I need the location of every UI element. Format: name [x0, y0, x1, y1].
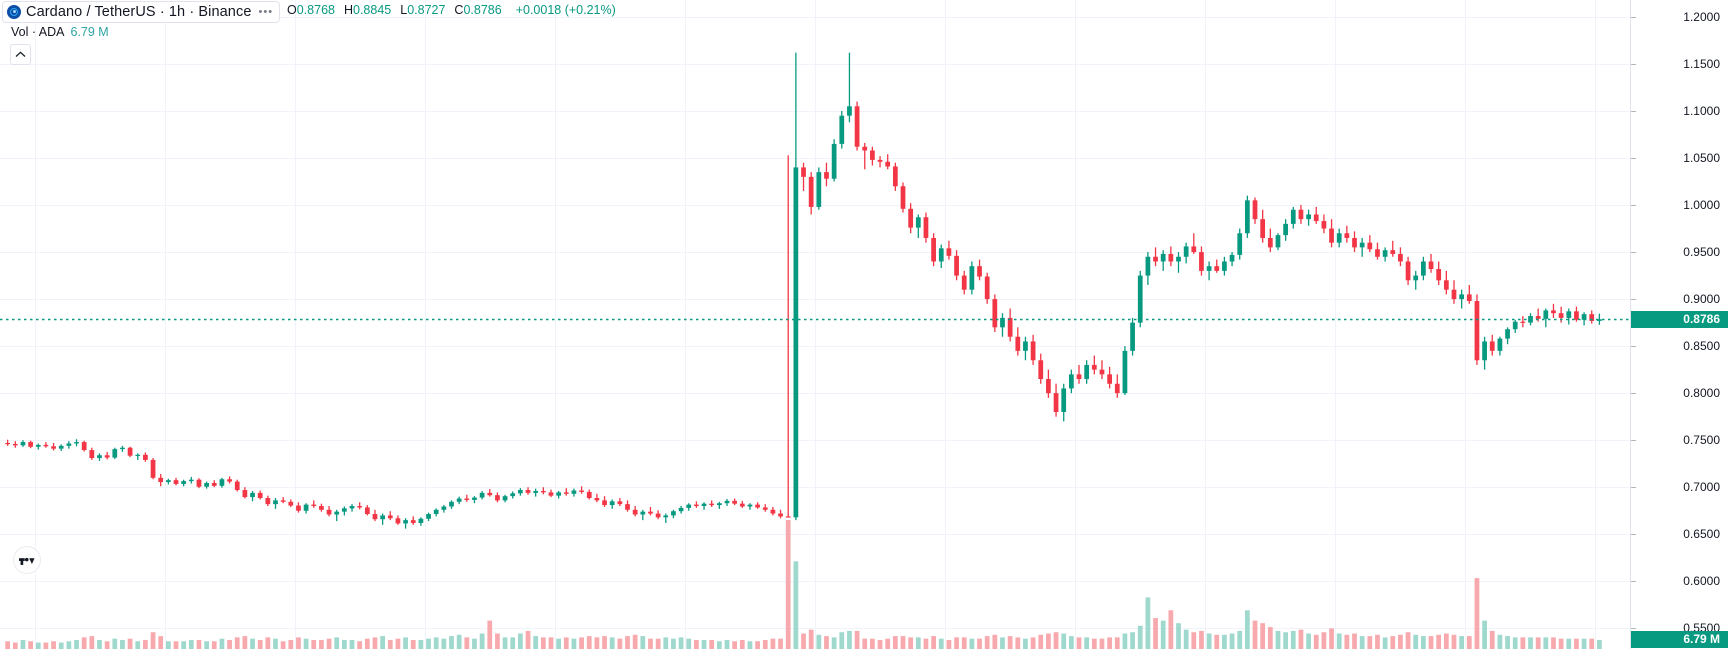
price-tick: 0.7500 [1631, 432, 1728, 448]
collapse-pane-button[interactable] [10, 44, 31, 65]
price-tick: 1.0500 [1631, 150, 1728, 166]
price-tick-label: 0.6500 [1683, 527, 1720, 542]
chevron-up-icon [15, 51, 26, 57]
price-tick-label: 0.8500 [1683, 339, 1720, 354]
price-tick-label: 0.6000 [1683, 574, 1720, 589]
cardano-logo-icon [7, 5, 21, 19]
price-tick: 0.6000 [1631, 573, 1728, 589]
price-tick: 1.0000 [1631, 197, 1728, 213]
symbol-title: Cardano / TetherUS · 1h · Binance [26, 4, 252, 20]
price-tick: 0.9500 [1631, 244, 1728, 260]
price-tick-label: 0.7500 [1683, 433, 1720, 448]
symbol-legend[interactable]: Cardano / TetherUS · 1h · Binance ••• [2, 1, 281, 23]
price-tick-label: 0.9500 [1683, 245, 1720, 260]
price-tick: 1.2000 [1631, 9, 1728, 25]
more-options-icon[interactable]: ••• [258, 6, 274, 18]
price-tick-label: 1.0000 [1683, 198, 1720, 213]
candlestick-series [0, 52, 1630, 649]
price-tick-label: 1.2000 [1683, 9, 1720, 24]
price-tick: 0.7000 [1631, 479, 1728, 495]
volume-badge-label: 6.79 M [1683, 632, 1720, 646]
price-tick-label: 1.1000 [1683, 103, 1720, 118]
price-tick: 1.1000 [1631, 103, 1728, 119]
price-scale[interactable]: 1.2000 1.1500 1.1000 1.0500 1.0000 0.9500 0.90… [1630, 0, 1728, 649]
last-price-badge[interactable]: 0.8786 [1631, 310, 1728, 328]
price-tick-label: 0.9000 [1683, 292, 1720, 307]
volume-badge[interactable]: 6.79 M [1631, 631, 1728, 648]
chart-canvas[interactable] [0, 0, 1630, 649]
price-tick: 1.1500 [1631, 56, 1728, 72]
price-tick: 0.8000 [1631, 385, 1728, 401]
price-tick-label: 0.8000 [1683, 386, 1720, 401]
price-tick-label: 1.0500 [1683, 151, 1720, 166]
chart-gridlines [0, 0, 1630, 649]
price-tick-label: 0.7000 [1683, 480, 1720, 495]
price-tick: 0.9000 [1631, 291, 1728, 307]
price-tick-label: 1.1500 [1683, 56, 1720, 71]
tradingview-logo[interactable] [13, 546, 41, 574]
price-tick: 0.8500 [1631, 338, 1728, 354]
last-price-label: 0.8786 [1683, 311, 1720, 326]
price-tick: 0.6500 [1631, 526, 1728, 542]
tradingview-logo-icon [19, 557, 35, 565]
